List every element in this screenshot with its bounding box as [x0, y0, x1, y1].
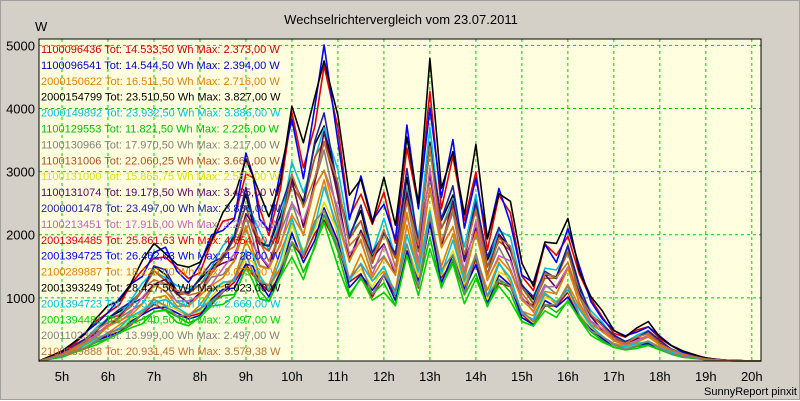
- legend-entry: 2001393249 Tot: 28.427,50 Wh Max: 5.023,…: [41, 283, 281, 295]
- y-tick-label: 3000: [6, 165, 35, 180]
- legend-entry: 2000001478 Tot: 23.497,00 Wh Max: 3.886,…: [41, 203, 281, 215]
- legend: 1100096436 Tot: 14.533,50 Wh Max: 2.373,…: [41, 44, 281, 358]
- series-line-2001393249: [38, 57, 761, 362]
- y-tick-label: 2000: [6, 228, 35, 243]
- legend-entry: 1100130966 Tot: 17.970,50 Wh Max: 3.217,…: [41, 139, 280, 151]
- legend-entry: 1100131006 Tot: 22.060,25 Wh Max: 3.661,…: [41, 155, 280, 167]
- series-line-2001394485: [38, 65, 761, 362]
- legend-entry: 2000149892 Tot: 23.932,50 Wh Max: 3.886,…: [41, 108, 281, 120]
- legend-entry: 2100289887 Tot: 18.229,00 Wh Max: 3.075,…: [41, 267, 281, 279]
- x-tick-label: 8h: [193, 369, 207, 384]
- y-tick-label: 5000: [6, 38, 35, 53]
- series-line-2001394481: [38, 221, 761, 362]
- legend-entry: 1100096541 Tot: 14.544,50 Wh Max: 2.394,…: [41, 60, 280, 72]
- series-lines: [38, 44, 761, 362]
- legend-entry: 2001394723 Tot: 15.524,00 Wh Max: 2.669,…: [41, 298, 281, 310]
- x-tick-label: 14h: [465, 369, 487, 384]
- legend-entry: 2001394485 Tot: 25.861,63 Wh Max: 4.654,…: [41, 235, 281, 247]
- series-line-2000001478: [38, 112, 761, 362]
- y-tick-label: 1000: [6, 291, 35, 306]
- footer-credit: SunnyReport pinxit: [704, 386, 797, 398]
- x-tick-label: 20h: [741, 369, 763, 384]
- series-line-2001102303: [38, 209, 761, 362]
- x-tick-label: 9h: [239, 369, 253, 384]
- series-line-2100289888: [38, 141, 761, 362]
- x-tick-label: 6h: [101, 369, 115, 384]
- x-tick-label: 13h: [419, 369, 441, 384]
- legend-entry: 1100213451 Tot: 17.916,00 Wh Max: 3.217,…: [41, 219, 280, 231]
- y-tick-label: 4000: [6, 101, 35, 116]
- x-tick-label: 11h: [328, 369, 349, 384]
- x-tick-label: 17h: [603, 369, 625, 384]
- series-line-2100289887: [38, 169, 761, 362]
- legend-entry: 1100096436 Tot: 14.533,50 Wh Max: 2.373,…: [41, 44, 280, 56]
- axis-ticks: 5h 6h 7h 8h 9h 10h 11h 12h 13h 14h 15h 16h 17h 18h 19h…: [6, 38, 763, 384]
- chart-title: Wechselrichtervergleich vom 23.07.2011: [284, 12, 518, 27]
- legend-entry: 1100129553 Tot: 11.821,50 Wh Max: 2.225,…: [41, 124, 280, 136]
- legend-entry: 2000150622 Tot: 16.511,50 Wh Max: 2.716,…: [41, 76, 280, 88]
- x-tick-label: 7h: [147, 369, 161, 384]
- x-tick-label: 15h: [511, 369, 533, 384]
- legend-entry: 2000154799 Tot: 23.510,50 Wh Max: 3.827,…: [41, 92, 281, 104]
- legend-entry: 2001394481 Tot: 12.140,50 Wh Max: 2.097,…: [41, 314, 281, 326]
- legend-entry: 1100131074 Tot: 19.178,50 Wh Max: 3.435,…: [41, 187, 280, 199]
- legend-entry: 1100131000 Tot: 15.865,75 Wh Max: 2.582,…: [41, 171, 280, 183]
- y-axis-label: W: [35, 19, 48, 34]
- x-tick-label: 19h: [695, 369, 717, 384]
- plot-border: [38, 38, 762, 362]
- x-tick-label: 5h: [55, 369, 69, 384]
- x-tick-label: 16h: [557, 369, 579, 384]
- legend-entry: 2001394725 Tot: 26.462,63 Wh Max: 4.728,…: [41, 251, 281, 263]
- x-tick-label: 18h: [649, 369, 671, 384]
- legend-entry: 2001102303 Tot: 13.999,00 Wh Max: 2.497,…: [41, 330, 280, 342]
- x-tick-label: 10h: [281, 369, 303, 384]
- x-tick-label: 12h: [373, 369, 395, 384]
- legend-entry: 2100289888 Tot: 20.931,45 Wh Max: 3.579,…: [41, 346, 281, 358]
